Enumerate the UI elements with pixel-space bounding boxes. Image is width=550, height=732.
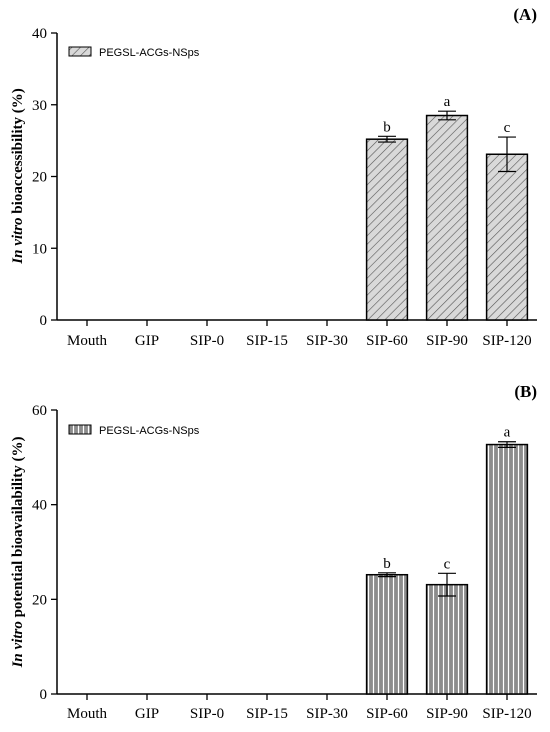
y-tick-label: 40 — [32, 498, 47, 514]
x-tick-label: SIP-0 — [190, 706, 224, 722]
x-tick-label: SIP-0 — [190, 333, 224, 349]
x-tick-label: SIP-60 — [366, 706, 408, 722]
y-tick-label: 10 — [32, 241, 47, 257]
chart-panel-a: 0 10 20 30 40 Mouth GIP SIP-0 SIP-15 SIP-30 SIP-60… — [10, 5, 537, 349]
y-axis-label-italic: In vitro — [10, 621, 26, 668]
x-tick-label: GIP — [135, 333, 159, 349]
bar-sip-60 — [365, 573, 409, 695]
significance-label: c — [444, 556, 451, 572]
y-tick-label: 20 — [32, 170, 47, 186]
y-tick-label: 30 — [32, 98, 47, 114]
bar-sip-120 — [485, 153, 529, 321]
bar-sip-120 — [485, 443, 529, 695]
x-tick-label: SIP-60 — [366, 333, 408, 349]
y-axis-label: In vitro bioaccessibility (%) — [10, 88, 26, 264]
y-axis-label: In vitro potential bioavailability (%) — [10, 437, 26, 669]
legend-label: PEGSL-ACGs-NSps — [99, 47, 200, 59]
significance-label: c — [504, 120, 511, 136]
x-tick-label: GIP — [135, 706, 159, 722]
x-tick-label: SIP-120 — [482, 333, 531, 349]
x-tick-label: SIP-90 — [426, 706, 468, 722]
x-tick-label: Mouth — [67, 706, 108, 722]
legend-swatch — [68, 424, 92, 435]
legend-swatch — [68, 46, 92, 57]
panel-label: (B) — [514, 382, 537, 401]
y-tick-label: 20 — [32, 592, 47, 608]
y-tick-label: 40 — [32, 26, 47, 42]
legend-label: PEGSL-ACGs-NSps — [99, 425, 200, 437]
y-axis-label-italic: In vitro — [10, 217, 26, 264]
x-tick-label: SIP-90 — [426, 333, 468, 349]
x-tick-label: SIP-15 — [246, 706, 288, 722]
chart-panel-b: 0 20 40 60 Mouth GIP SIP-0 SIP-15 SIP-30 SIP-60 SI… — [10, 382, 537, 722]
bar-sip-90 — [425, 114, 469, 321]
bar-sip-90 — [425, 583, 469, 695]
y-tick-label: 60 — [32, 403, 47, 419]
x-tick-label: SIP-15 — [246, 333, 288, 349]
significance-label: b — [383, 556, 391, 572]
significance-label: a — [444, 94, 451, 110]
x-tick-label: Mouth — [67, 333, 108, 349]
x-tick-label: SIP-30 — [306, 333, 348, 349]
bar-sip-60 — [365, 138, 409, 321]
y-tick-label: 0 — [40, 313, 48, 329]
significance-label: b — [383, 119, 391, 135]
y-axis-label-rest: bioaccessibility (%) — [10, 88, 26, 217]
y-axis-label-rest: potential bioavailability (%) — [10, 437, 26, 622]
significance-label: a — [504, 425, 511, 441]
x-tick-label: SIP-120 — [482, 706, 531, 722]
x-tick-label: SIP-30 — [306, 706, 348, 722]
panel-label: (A) — [513, 5, 537, 24]
y-tick-label: 0 — [40, 687, 48, 703]
